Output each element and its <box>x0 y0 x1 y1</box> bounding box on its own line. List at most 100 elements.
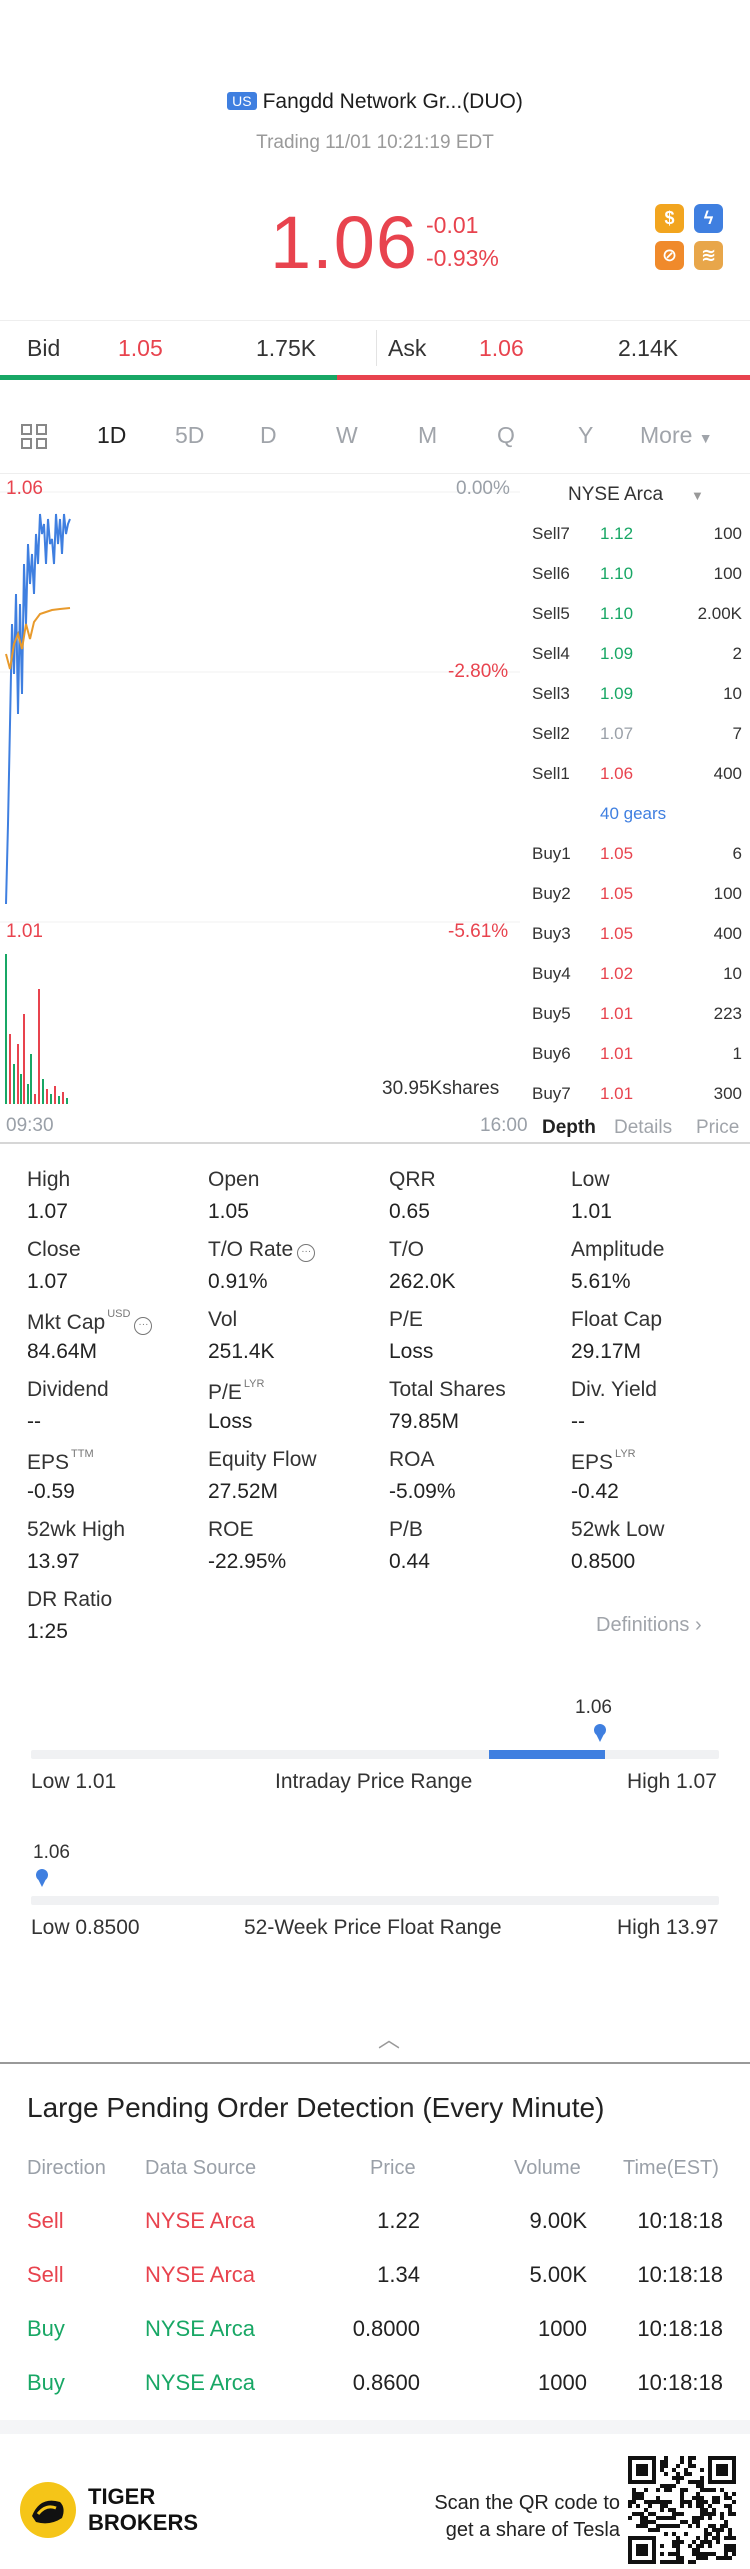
intraday-chart[interactable] <box>0 474 530 1144</box>
stat-value: 79.85M <box>389 1410 460 1433</box>
order-direction: Buy <box>27 2316 65 2341</box>
definitions-link[interactable]: Definitions › <box>596 1614 702 1637</box>
stat-value: 84.64M <box>27 1340 98 1363</box>
level-price: 1.01 <box>600 1004 634 1023</box>
dollar-icon[interactable]: $ <box>655 204 684 233</box>
stat-value: -0.42 <box>571 1480 619 1503</box>
stat-label-text: Div. Yield <box>571 1378 657 1401</box>
last-price: 1.06 <box>270 201 419 284</box>
exchange-select[interactable]: NYSE Arca ▼ <box>568 484 704 506</box>
education-icon[interactable]: ≋ <box>694 241 723 270</box>
col-time: Time(EST) <box>623 2157 719 2179</box>
tab-depth[interactable]: Depth <box>542 1117 596 1138</box>
bid-label: Bid <box>27 335 61 361</box>
order-volume: 1000 <box>538 2316 587 2341</box>
order-book-row: Buy5 1.01 223 <box>530 1004 750 1042</box>
order-price: 1.34 <box>377 2262 420 2287</box>
order-book-row: Sell3 1.09 10 <box>530 684 750 722</box>
info-icon[interactable]: ··· <box>297 1244 316 1262</box>
tab-q[interactable]: Q <box>497 422 515 448</box>
lightning-icon[interactable]: ϟ <box>694 204 723 233</box>
stat-value: 1.01 <box>571 1200 612 1223</box>
volume-bar <box>66 1098 68 1104</box>
chart-divider <box>0 1142 750 1144</box>
chart-time-start: 09:30 <box>6 1115 54 1136</box>
volume-bar <box>50 1094 52 1104</box>
stat-label: T/O <box>389 1238 424 1262</box>
stat-label-text: T/O Rate <box>208 1238 294 1261</box>
order-book-row: Buy7 1.01 300 <box>530 1084 750 1122</box>
stat-label-text: EPS <box>27 1451 70 1474</box>
stat-label-text: Amplitude <box>571 1238 665 1261</box>
col-direction: Direction <box>27 2157 106 2179</box>
stat-label: Open <box>208 1168 259 1192</box>
col-price: Price <box>370 2157 416 2179</box>
no-short-icon[interactable]: ⊘ <box>655 241 684 270</box>
level-size: 10 <box>723 684 742 703</box>
stat-label: QRR <box>389 1168 436 1192</box>
chevron-right-icon: › <box>694 1614 702 1636</box>
stat-label-text: 52wk Low <box>571 1518 665 1541</box>
chart-volume: 30.95Kshares <box>382 1078 500 1099</box>
order-direction: Sell <box>27 2208 64 2233</box>
stat-label: DR Ratio <box>27 1588 112 1612</box>
week52-title: 52-Week Price Float Range <box>244 1916 502 1939</box>
level-price: 1.07 <box>600 724 634 743</box>
tabs-divider <box>0 473 750 474</box>
order-volume: 5.00K <box>529 2262 588 2287</box>
col-volume: Volume <box>514 2157 581 2179</box>
stat-value: 0.44 <box>389 1550 430 1573</box>
intraday-range-fill <box>489 1750 605 1759</box>
volume-bar <box>30 1054 32 1104</box>
tab-more[interactable]: More ▼ <box>640 422 713 449</box>
tab-d[interactable]: D <box>260 422 277 448</box>
info-icon[interactable]: ··· <box>134 1317 153 1335</box>
bid-size: 1.75K <box>256 335 317 361</box>
promo-footer[interactable]: TIGER BROKERS Scan the QR code to get a … <box>0 2420 750 2569</box>
stat-value: 29.17M <box>571 1340 642 1363</box>
level-label: Buy1 <box>532 844 571 863</box>
week52-current-price: 1.06 <box>33 1842 70 1863</box>
brand-line1: TIGER <box>88 2484 156 2509</box>
level-price: 1.05 <box>600 844 634 863</box>
level-label: Buy7 <box>532 1084 571 1103</box>
avg-price-line <box>5 607 71 670</box>
gears-link[interactable]: 40 gears <box>600 804 667 823</box>
tab-m[interactable]: M <box>418 422 438 448</box>
volume-bar <box>13 1064 15 1104</box>
level-size: 400 <box>713 764 742 783</box>
intraday-high: High 1.07 <box>627 1770 717 1793</box>
order-time: 10:18:18 <box>637 2370 723 2395</box>
stat-label-superscript: TTM <box>71 1448 94 1460</box>
chart-low-label: 1.01 <box>6 921 43 942</box>
order-book-row: Buy6 1.01 1 <box>530 1044 750 1082</box>
exchange-label: NYSE Arca <box>568 484 664 505</box>
stat-label-text: Total Shares <box>389 1378 506 1401</box>
tab-y[interactable]: Y <box>578 422 594 448</box>
volume-bar <box>23 1014 25 1104</box>
order-book-row: Buy4 1.02 10 <box>530 964 750 1002</box>
volume-bar <box>38 989 40 1104</box>
tab-price[interactable]: Price <box>696 1117 740 1138</box>
level-label: Sell1 <box>532 764 570 783</box>
stat-label: ROA <box>389 1448 435 1472</box>
level-label: Sell2 <box>532 724 570 743</box>
stat-label: Div. Yield <box>571 1378 657 1402</box>
stock-name: Fangdd Network Gr...(DUO) <box>262 90 523 113</box>
stat-label-text: P/E <box>208 1381 242 1404</box>
stat-label-text: 52wk High <box>27 1518 126 1541</box>
tab-1d[interactable]: 1D <box>97 422 127 448</box>
tab-w[interactable]: W <box>336 422 358 448</box>
stat-value: 0.8500 <box>571 1550 636 1573</box>
tab-5d[interactable]: 5D <box>175 422 205 448</box>
qr-code[interactable] <box>628 2456 736 2564</box>
chart-pct-mid: -2.80% <box>448 661 509 682</box>
stat-value: -22.95% <box>208 1550 287 1573</box>
stat-label: ROE <box>208 1518 254 1542</box>
stat-value: 251.4K <box>208 1340 275 1363</box>
bid-ask-divider <box>376 330 377 366</box>
level-size: 7 <box>732 724 742 743</box>
collapse-chevron-icon[interactable]: ︿ <box>378 2027 401 2052</box>
tab-details[interactable]: Details <box>614 1117 673 1138</box>
grid-icon[interactable] <box>20 422 50 450</box>
